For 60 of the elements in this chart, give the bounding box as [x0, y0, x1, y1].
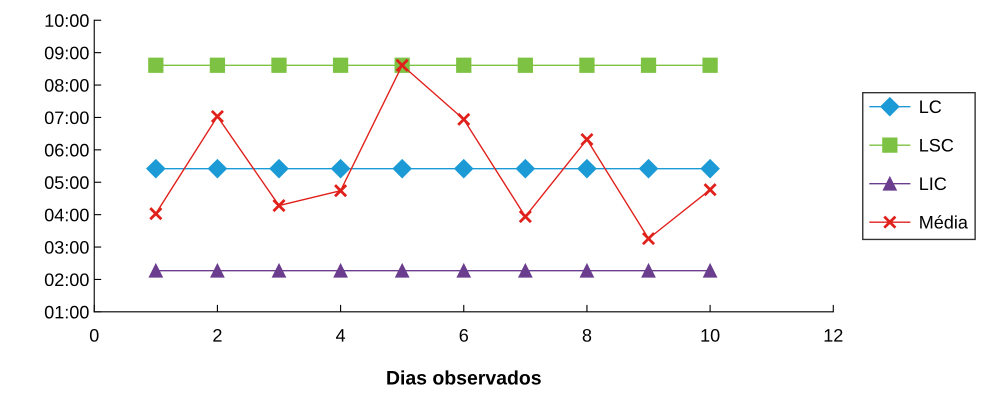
point [703, 264, 718, 278]
point [272, 198, 286, 213]
point [395, 264, 410, 278]
point [272, 264, 286, 278]
point [518, 58, 533, 73]
point [334, 184, 348, 198]
x-tick-label: 2 [213, 328, 222, 342]
point [456, 112, 471, 126]
x-tick-label: 4 [336, 329, 346, 342]
point [518, 264, 532, 278]
point [700, 159, 720, 178]
y-tick-label: 09:00 [44, 46, 89, 60]
point [579, 58, 595, 73]
point [271, 58, 287, 73]
point [148, 58, 164, 73]
point [516, 159, 535, 178]
point [702, 58, 718, 73]
legend-label: LIC [920, 177, 946, 190]
legend-label: LSC [920, 138, 954, 152]
x-tick-label: 10 [701, 328, 720, 342]
y-tick-label: 08:00 [44, 78, 89, 92]
point [703, 182, 718, 197]
y-tick-label: 05:00 [44, 176, 89, 189]
point [331, 159, 350, 178]
point [332, 58, 348, 73]
point [210, 110, 224, 124]
x-tick-label: 6 [460, 328, 468, 342]
point [454, 159, 474, 178]
y-tick-label: 04:00 [44, 208, 89, 222]
point [210, 58, 226, 73]
point [642, 264, 656, 278]
y-tick-label: 03:00 [44, 240, 89, 254]
legend-label: LC [920, 100, 942, 114]
point [456, 58, 472, 73]
point [148, 206, 163, 221]
point [148, 264, 163, 278]
y-tick-label: 02:00 [44, 273, 89, 286]
legend-label: Média [920, 215, 968, 229]
x-tick-label: 12 [824, 328, 842, 342]
point [580, 264, 594, 278]
point [208, 159, 227, 178]
point [642, 232, 656, 246]
point [518, 210, 532, 224]
point [392, 159, 412, 178]
y-tick-label: 07:00 [44, 111, 89, 124]
point [456, 264, 471, 278]
x-tick-label: 8 [582, 328, 592, 342]
point [577, 159, 596, 178]
y-tick-label: 10:00 [46, 14, 89, 27]
y-tick-label: 06:00 [44, 144, 89, 157]
point [334, 264, 348, 278]
y-tick-label: 01:00 [44, 306, 89, 319]
x-tick-label: 0 [90, 328, 99, 342]
point [210, 264, 224, 278]
point [638, 159, 658, 178]
point [269, 159, 289, 178]
x-axis-title: Dias observados [387, 370, 541, 385]
point [580, 132, 594, 146]
point [640, 58, 656, 73]
point [146, 159, 166, 178]
